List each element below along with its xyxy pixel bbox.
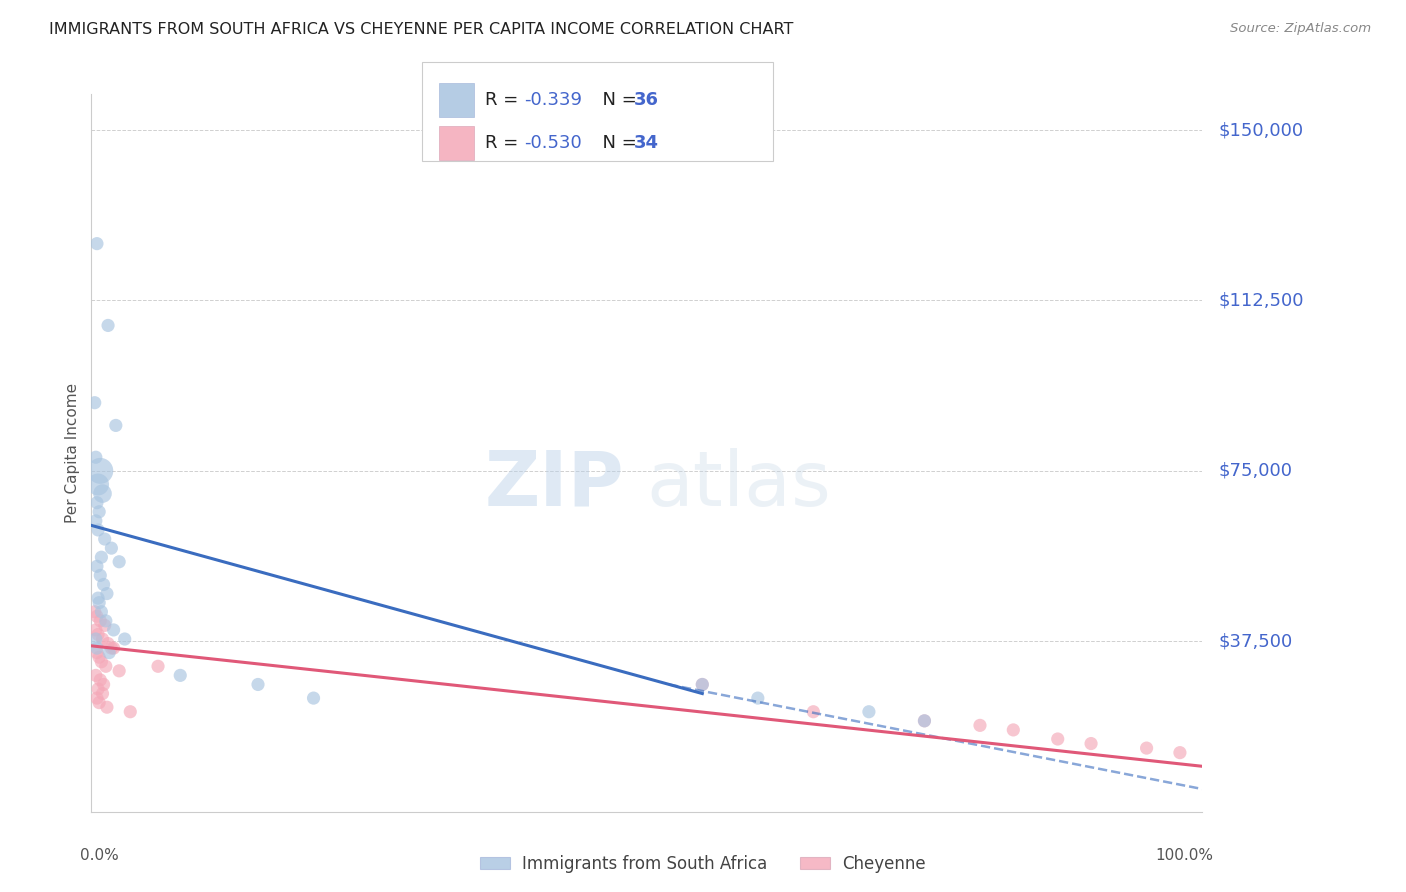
Point [84,668,107,682]
Text: -0.339: -0.339 [524,91,582,109]
Text: N =: N = [591,134,643,152]
Text: 100.0%: 100.0% [1156,848,1213,863]
Point [91,486,114,500]
Point [93,618,115,632]
Point [87,477,110,491]
Point [146,659,169,673]
Point [1168,746,1191,760]
Point [100,541,122,555]
Point [120,705,142,719]
Point [169,668,191,682]
Text: -0.530: -0.530 [524,134,582,152]
Point [801,705,824,719]
Point [1046,731,1069,746]
Point [86,496,108,510]
Point [302,691,325,706]
Text: $37,500: $37,500 [1219,632,1294,650]
Text: 34: 34 [634,134,659,152]
Point [86,646,108,660]
Point [912,714,935,728]
Point [89,568,111,582]
Point [90,655,112,669]
Point [690,677,713,691]
Point [86,559,108,574]
Point [98,646,121,660]
Point [103,641,125,656]
Point [747,691,769,706]
Point [1080,737,1102,751]
Text: $75,000: $75,000 [1219,462,1292,480]
Text: R =: R = [485,134,524,152]
Point [1135,741,1157,756]
Point [912,714,935,728]
Text: atlas: atlas [647,448,831,522]
Point [89,696,111,710]
Point [690,677,713,691]
Point [90,550,112,565]
Point [84,632,107,646]
Point [91,632,114,646]
Point [858,705,880,719]
Point [100,641,122,656]
Point [108,555,131,569]
Text: Source: ZipAtlas.com: Source: ZipAtlas.com [1230,22,1371,36]
Point [108,664,131,678]
Point [89,596,111,610]
Point [114,632,136,646]
Point [86,691,108,706]
Text: $150,000: $150,000 [1219,121,1303,139]
Point [97,318,120,333]
Text: $112,500: $112,500 [1219,292,1305,310]
Point [86,236,108,251]
Text: IMMIGRANTS FROM SOUTH AFRICA VS CHEYENNE PER CAPITA INCOME CORRELATION CHART: IMMIGRANTS FROM SOUTH AFRICA VS CHEYENNE… [49,22,793,37]
Point [89,673,111,687]
Point [103,623,125,637]
Point [83,395,105,409]
Point [94,659,117,673]
Point [247,677,270,691]
Point [97,636,120,650]
Text: R =: R = [485,91,524,109]
Legend: Immigrants from South Africa, Cheyenne: Immigrants from South Africa, Cheyenne [474,848,932,880]
Point [1002,723,1025,737]
Text: 36: 36 [634,91,659,109]
Text: N =: N = [591,91,643,109]
Point [84,450,107,465]
Point [94,614,117,628]
Point [89,464,111,478]
Point [87,523,110,537]
Text: ZIP: ZIP [485,448,624,522]
Point [86,641,108,656]
Point [93,577,115,591]
Point [84,623,107,637]
Point [83,605,105,619]
Point [89,650,111,665]
Point [87,681,110,696]
Point [93,532,115,546]
Point [86,609,108,624]
Point [84,514,107,528]
Point [96,700,118,714]
Point [969,718,991,732]
Point [87,591,110,606]
Point [89,505,111,519]
Text: 0.0%: 0.0% [80,848,120,863]
Point [104,418,127,433]
Point [91,687,114,701]
Point [93,677,115,691]
Point [90,605,112,619]
Point [96,586,118,600]
Y-axis label: Per Capita Income: Per Capita Income [65,383,80,523]
Point [87,627,110,641]
Point [89,614,111,628]
